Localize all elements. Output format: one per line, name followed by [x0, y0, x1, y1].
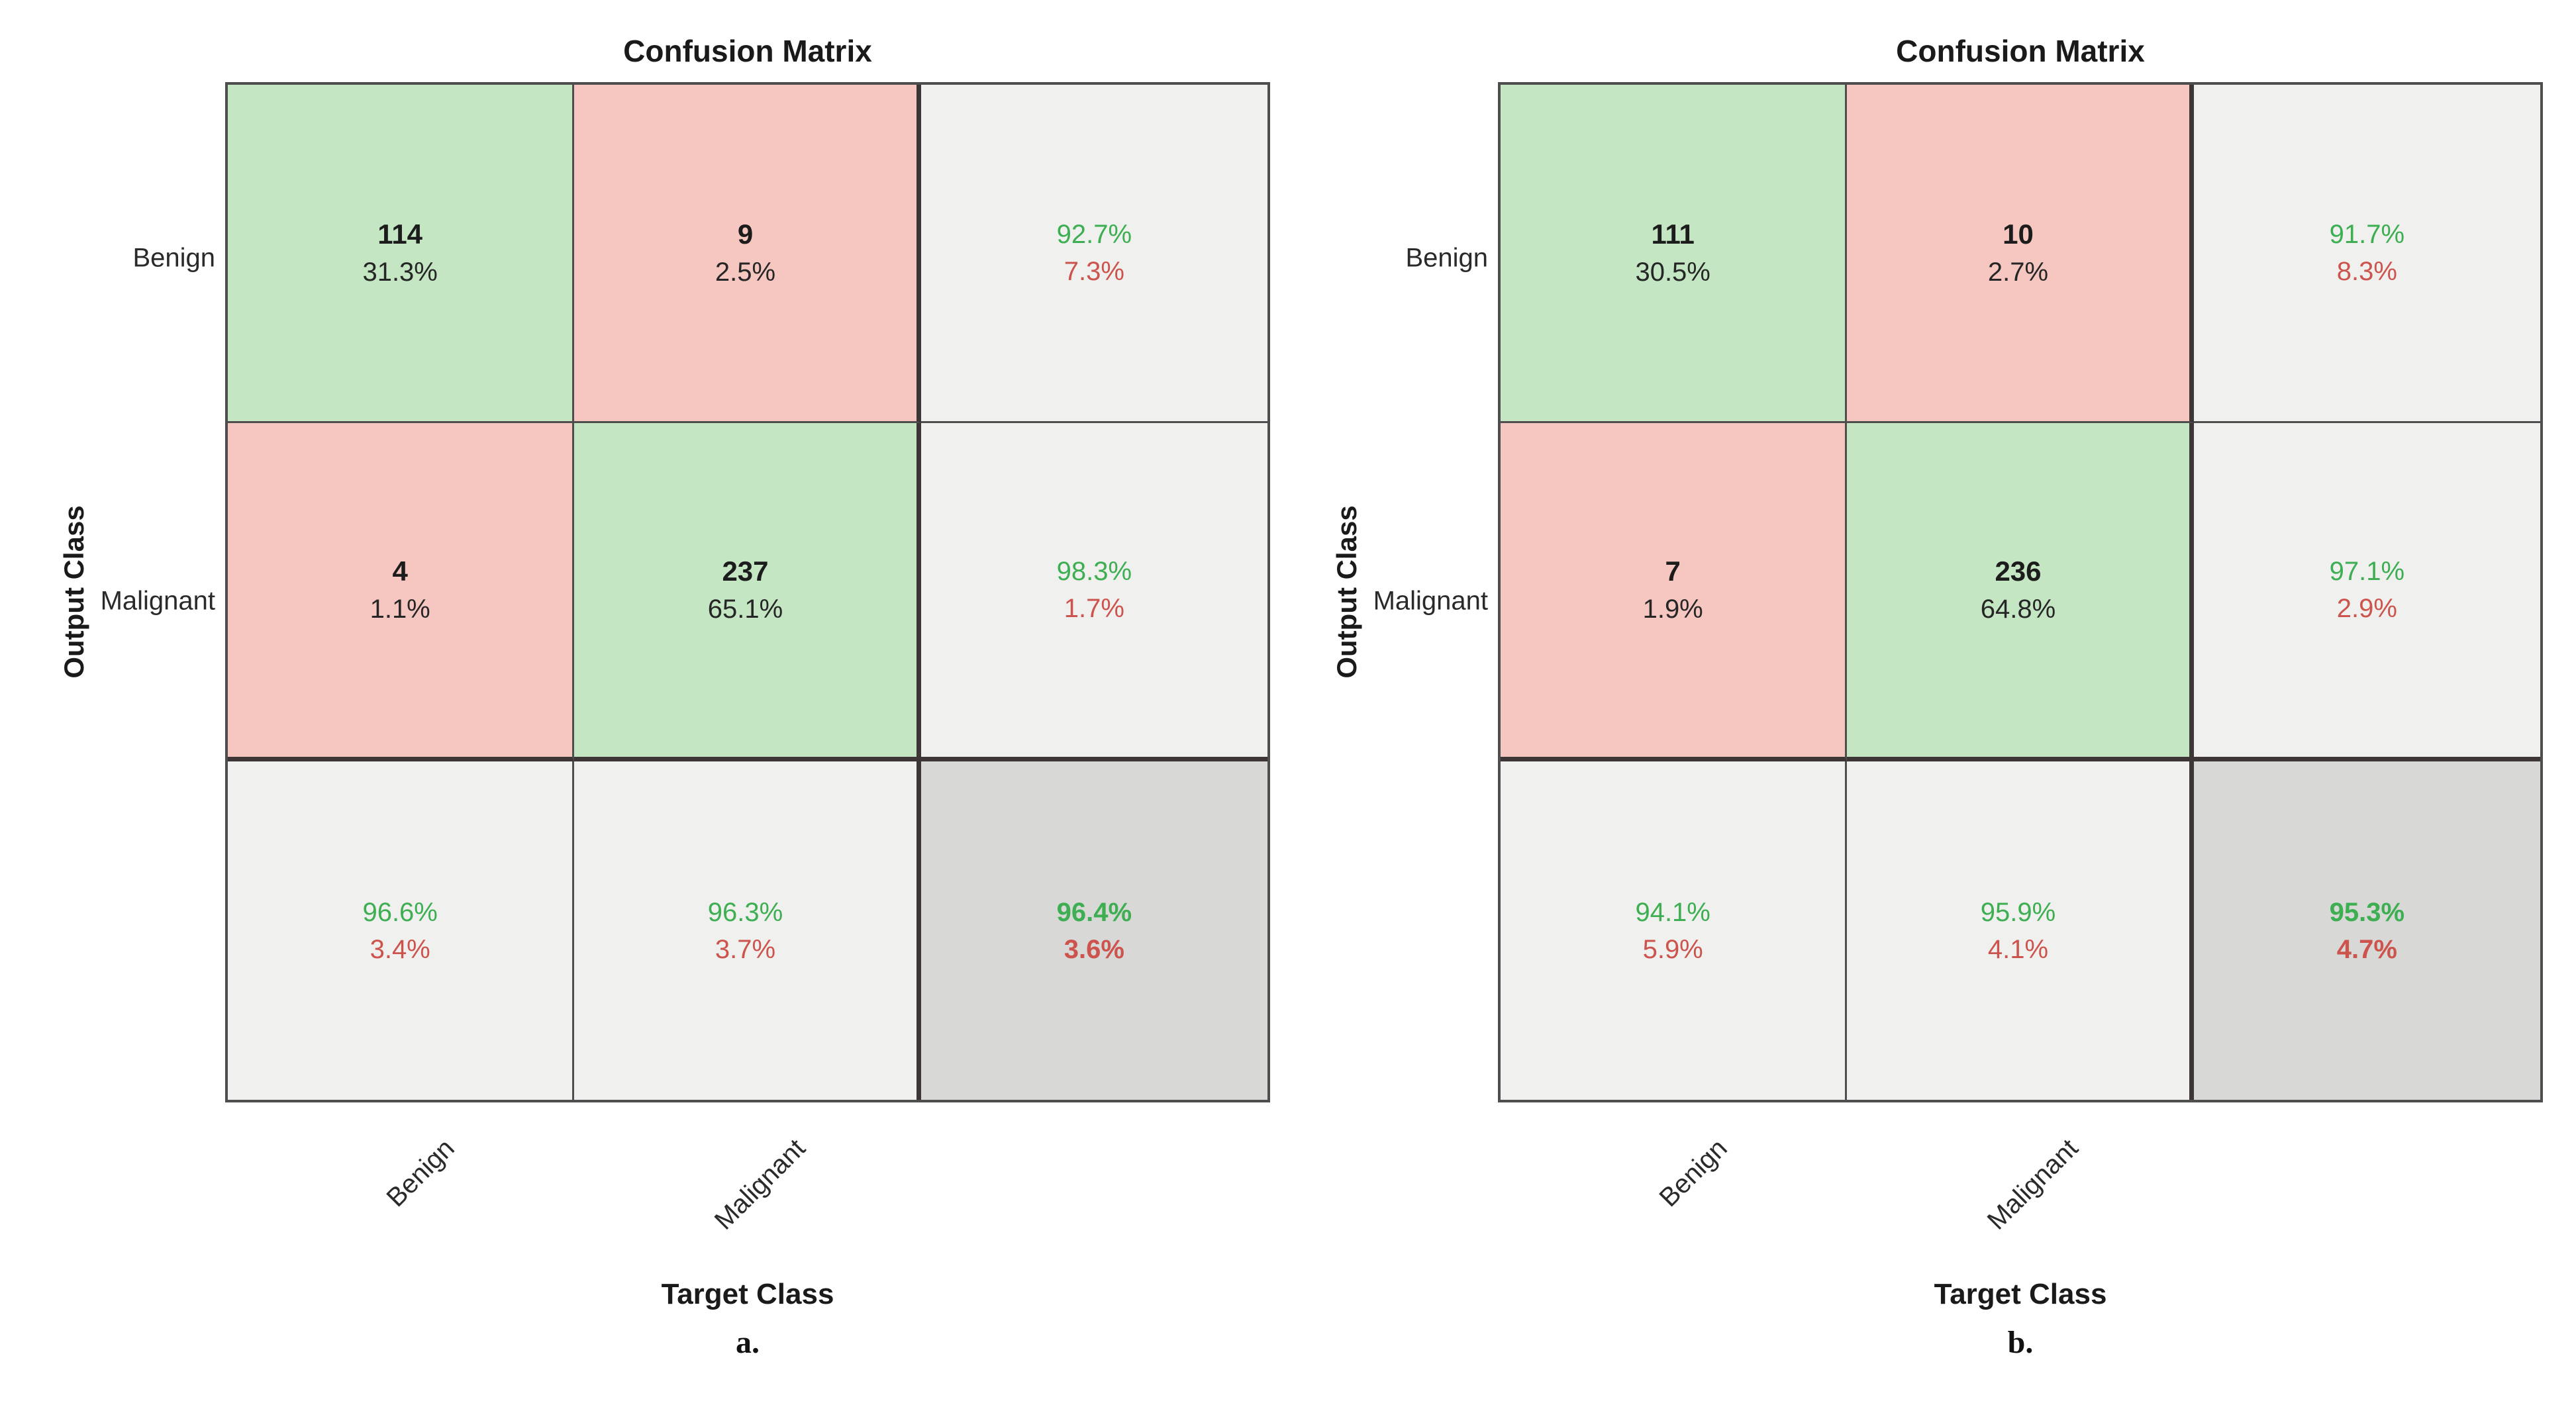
cell-percent: 31.3% [362, 258, 438, 287]
cell-count: 7 [1665, 555, 1681, 587]
cell-percent: 2.7% [1987, 258, 2049, 287]
matrix-cell-malignant-benign: 7 1.9% [1501, 423, 1848, 761]
col-tick-label-benign: Benign [1654, 1134, 1734, 1213]
cell-count: 114 [377, 218, 423, 250]
cell-percent: 1.1% [370, 595, 430, 624]
summary-correct-percent: 94.1% [1635, 897, 1710, 927]
col-summary-malignant: 95.9% 4.1% [1847, 761, 2194, 1100]
matrix-cell-benign-malignant: 9 2.5% [574, 85, 921, 423]
summary-correct-percent: 96.6% [362, 897, 438, 927]
matrix-cell-benign-malignant: 10 2.7% [1847, 85, 2194, 423]
row-summary-malignant: 98.3% 1.7% [920, 423, 1267, 761]
summary-correct-percent: 92.7% [1056, 220, 1132, 249]
confusion-grid: 114 31.3% 9 2.5% 92.7% 7.3% 4 1.1% 237 6… [225, 82, 1270, 1102]
row-tick-label-malignant: Malignant [1373, 586, 1488, 616]
figure-caption-b: b. [2007, 1325, 2034, 1360]
matrix-cell-malignant-benign: 4 1.1% [228, 423, 575, 761]
overall-correct-percent: 96.4% [1056, 897, 1132, 927]
summary-incorrect-percent: 7.3% [1064, 257, 1124, 286]
row-tick-label-benign: Benign [1405, 243, 1488, 273]
summary-incorrect-percent: 2.9% [2336, 594, 2397, 623]
cell-percent: 2.5% [715, 258, 776, 287]
x-axis-label: Target Class [661, 1278, 834, 1310]
overall-correct-percent: 95.3% [2329, 897, 2405, 927]
summary-incorrect-percent: 1.7% [1064, 594, 1124, 623]
x-axis-label: Target Class [1934, 1278, 2107, 1310]
cell-count: 4 [392, 555, 408, 587]
summary-correct-percent: 95.9% [1980, 897, 2056, 927]
summary-incorrect-percent: 8.3% [2336, 257, 2397, 286]
overall-accuracy-cell: 95.3% 4.7% [2193, 761, 2540, 1100]
col-tick-label-benign: Benign [381, 1134, 461, 1213]
cell-count: 9 [737, 218, 754, 250]
row-tick-label-benign: Benign [132, 243, 215, 273]
cell-percent: 64.8% [1980, 595, 2056, 624]
matrix-cell-benign-benign: 111 30.5% [1501, 85, 1848, 423]
col-summary-benign: 94.1% 5.9% [1501, 761, 1848, 1100]
cell-count: 111 [1651, 218, 1695, 250]
chart-title: Confusion Matrix [623, 34, 872, 68]
col-summary-malignant: 96.3% 3.7% [574, 761, 921, 1100]
cell-count: 10 [2003, 218, 2034, 250]
matrix-cell-malignant-malignant: 236 64.8% [1847, 423, 2194, 761]
cell-percent: 30.5% [1635, 258, 1710, 287]
cell-percent: 65.1% [707, 595, 783, 624]
overall-incorrect-percent: 3.6% [1064, 934, 1124, 964]
col-tick-label-malignant: Malignant [709, 1134, 811, 1236]
confusion-grid: 111 30.5% 10 2.7% 91.7% 8.3% 7 1.9% 236 … [1498, 82, 2543, 1102]
y-axis-label: Output Class [1331, 505, 1362, 679]
summary-correct-percent: 91.7% [2329, 220, 2405, 249]
col-summary-benign: 96.6% 3.4% [228, 761, 575, 1100]
summary-incorrect-percent: 3.4% [370, 934, 430, 964]
y-axis-label: Output Class [58, 505, 89, 679]
figure-caption-a: a. [736, 1325, 760, 1360]
cell-count: 236 [1995, 555, 2042, 587]
row-tick-label-malignant: Malignant [100, 586, 215, 616]
matrix-cell-malignant-malignant: 237 65.1% [574, 423, 921, 761]
chart-title: Confusion Matrix [1896, 34, 2145, 68]
overall-accuracy-cell: 96.4% 3.6% [920, 761, 1267, 1100]
cell-count: 237 [722, 555, 769, 587]
summary-incorrect-percent: 5.9% [1642, 934, 1703, 964]
summary-correct-percent: 97.1% [2329, 557, 2405, 586]
summary-correct-percent: 96.3% [707, 897, 783, 927]
summary-correct-percent: 98.3% [1056, 557, 1132, 586]
summary-incorrect-percent: 4.1% [1987, 934, 2049, 964]
row-summary-benign: 92.7% 7.3% [920, 85, 1267, 423]
confusion-matrix-a: Confusion Matrix Benign Malignant Output… [58, 34, 1270, 1360]
matrix-cell-benign-benign: 114 31.3% [228, 85, 575, 423]
cell-percent: 1.9% [1642, 595, 1703, 624]
row-summary-malignant: 97.1% 2.9% [2193, 423, 2540, 761]
overall-incorrect-percent: 4.7% [2336, 934, 2397, 964]
row-summary-benign: 91.7% 8.3% [2193, 85, 2540, 423]
confusion-matrix-b: Confusion Matrix Benign Malignant Output… [1273, 0, 2561, 1409]
summary-incorrect-percent: 3.7% [715, 934, 776, 964]
col-tick-label-malignant: Malignant [1981, 1134, 2084, 1236]
